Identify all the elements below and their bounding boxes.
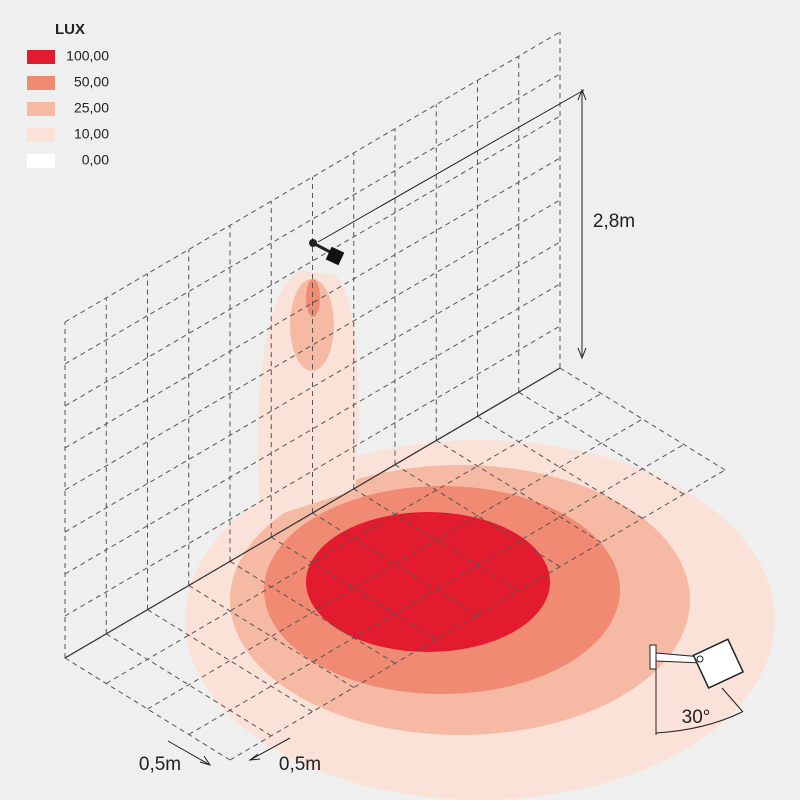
grid-line xyxy=(229,469,726,761)
legend-label: 50,00 xyxy=(74,74,109,90)
grid-x-label: 0,5m xyxy=(139,754,181,775)
legend-swatch xyxy=(27,76,55,90)
floor-light-distribution xyxy=(185,440,775,800)
legend-swatch xyxy=(27,154,55,168)
fixture-detail: 30° xyxy=(649,638,745,735)
grid-line xyxy=(64,157,561,449)
legend-swatch xyxy=(27,102,55,116)
grid-line xyxy=(64,31,561,323)
grid-line xyxy=(64,325,561,617)
grid-line xyxy=(64,199,561,491)
grid-dimensions: 0,5m 0,5m xyxy=(139,737,321,775)
grid-line xyxy=(64,283,561,575)
grid-line xyxy=(64,73,561,365)
grid-line xyxy=(147,418,643,710)
angle-label: 30° xyxy=(682,707,711,728)
grid-line xyxy=(188,444,685,735)
legend-swatch xyxy=(27,50,55,64)
wall-light-distribution xyxy=(257,270,359,520)
height-dimension: 2,8m xyxy=(317,88,635,360)
grid-line xyxy=(105,393,602,684)
legend-label: 0,00 xyxy=(82,152,109,168)
grid xyxy=(64,31,726,761)
legend-title: LUX xyxy=(55,21,85,38)
grid-y-label: 0,5m xyxy=(279,754,321,775)
zone-100 xyxy=(306,512,550,652)
wall-zone-50 xyxy=(306,279,320,317)
legend: LUX 100,00 50,00 25,00 10,00 0,00 xyxy=(27,21,109,168)
grid-line xyxy=(64,115,561,407)
legend-label: 25,00 xyxy=(74,100,109,116)
legend-swatch xyxy=(27,128,55,142)
wall-zone-25 xyxy=(290,279,334,371)
legend-label: 10,00 xyxy=(74,126,109,142)
wall-fixture xyxy=(309,239,345,266)
wall-base xyxy=(64,367,561,659)
height-label: 2,8m xyxy=(593,211,635,232)
legend-label: 100,00 xyxy=(66,48,109,64)
grid-line xyxy=(64,241,561,533)
